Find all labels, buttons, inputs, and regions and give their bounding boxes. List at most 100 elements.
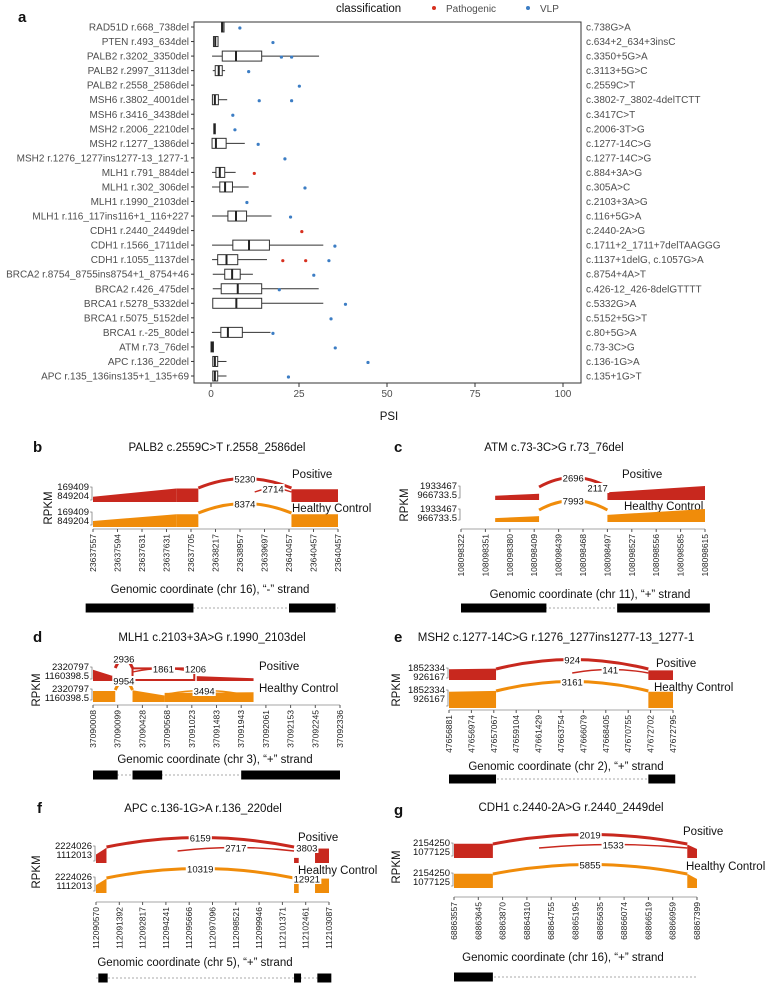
junction-count: 8374: [234, 500, 255, 511]
x-tick-label: 23640457: [284, 534, 294, 572]
row-label: CDH1 r.1566_1711del: [91, 241, 189, 252]
junction-label-bg: [563, 655, 581, 665]
row-label: BRCA1 r.-25_80del: [103, 328, 189, 339]
row-label: BRCA1 r.5075_5152del: [84, 313, 189, 324]
x-tick-label: 108098615: [700, 534, 710, 577]
y-axis-bracket: [90, 486, 93, 501]
coverage-block: [315, 848, 329, 863]
y-axis-bracket: [93, 876, 96, 892]
x-tick-label: 47672795: [668, 715, 678, 753]
row-label: MSH6 r.3416_3438del: [89, 110, 189, 121]
legend-dot-vlp: [526, 6, 530, 10]
x-tick-label: 47663754: [556, 715, 566, 753]
panel-letter-e: e: [394, 629, 402, 646]
x-tick-label: 68863870: [498, 902, 508, 940]
y-tick-label: 2154250: [413, 838, 450, 849]
coverage-block: [454, 843, 493, 858]
y-tick-label: 1933467: [420, 481, 457, 492]
track-label-positive: Positive: [292, 469, 332, 481]
panel-letter-f: f: [37, 800, 43, 817]
x-tick-label: 37090099: [113, 710, 123, 748]
coverage-block: [648, 670, 673, 680]
coverage-block: [291, 514, 338, 527]
y-axis-label: RPKM: [43, 491, 55, 524]
y-axis-label: RPKM: [399, 488, 411, 521]
junction-label-bg: [561, 496, 585, 506]
row-label: MLH1 r.302_306del: [102, 182, 189, 193]
coverage-block: [132, 690, 165, 702]
coverage-block: [687, 844, 697, 858]
x-tick-label: 47659104: [511, 715, 521, 753]
y-axis-bracket: [458, 508, 461, 521]
x-tick-label: 23640457: [309, 534, 319, 572]
y-tick-label: 169409: [57, 507, 89, 518]
junction-count: 3803: [296, 844, 317, 855]
junction-label-bg: [112, 654, 136, 664]
variant-label: c.2440-2A>G: [586, 226, 645, 237]
variant-label: c.5332G>A: [586, 299, 637, 310]
y-tick-label: 2320797: [52, 662, 89, 673]
y-axis-bracket: [446, 689, 449, 707]
sashimi-panel-e: e MSH2 c.1277-14C>G r.1276_1277ins1277-13…: [391, 629, 733, 784]
x-tick-label: 112098521: [231, 907, 241, 949]
y-tick-label: 169409: [57, 482, 89, 493]
x-tick-label: 112091392: [114, 907, 124, 949]
track-label-healthy-control: Healthy Control: [259, 683, 338, 695]
data-point-vlp: [329, 317, 333, 321]
data-point-vlp: [256, 142, 260, 146]
junction-label-bg: [586, 483, 610, 493]
row-label: MSH2 r.1276_1277ins1277-13_1277-1: [17, 153, 190, 164]
coverage-block: [687, 873, 697, 888]
x-tick-label: 68863645: [473, 902, 483, 940]
panel-title: CDH1 c.2440-2A>G r.2440_2449del: [478, 802, 663, 814]
y-tick-label: 1112013: [56, 850, 92, 861]
x-axis-label: Genomic coordinate (chr 3), “+” strand: [117, 754, 312, 766]
x-tick-label: 112092817: [138, 907, 148, 949]
x-tick-label: 108098556: [651, 534, 661, 577]
y-tick-label: 966733.5: [417, 513, 457, 524]
y-tick-label: 2224026: [55, 841, 92, 852]
data-point-vlp: [245, 200, 249, 205]
variant-label: c.3113+5G>C: [586, 66, 648, 77]
track-label-positive: Positive: [298, 832, 338, 844]
data-point-vlp: [277, 288, 281, 292]
coverage-block: [93, 690, 116, 702]
gene-exon: [454, 972, 493, 982]
data-point-vlp: [327, 259, 331, 263]
variant-label: c.2006-3T>G: [586, 124, 645, 135]
x-tick-label: 112097096: [208, 907, 218, 949]
row-label: BRCA1 r.5278_5332del: [84, 299, 189, 310]
y-axis-bracket: [90, 666, 93, 680]
variant-label: c.80+5G>A: [586, 328, 637, 339]
data-point-vlp: [303, 186, 307, 190]
x-tick-label: 23637594: [113, 534, 123, 572]
panel-letter-b: b: [33, 439, 42, 456]
track-label-healthy-control: Healthy Control: [624, 501, 703, 513]
y-axis-label: RPKM: [391, 673, 403, 706]
panel-title: MLH1 c.2103+3A>G r.1990_2103del: [118, 632, 305, 644]
x-tick-label: 37090428: [137, 710, 147, 748]
y-tick-label: 966733.5: [417, 490, 457, 501]
row-label: APC r.135_136ins135+1_135+69: [41, 372, 189, 383]
row-label: MLH1 r.1990_2103del: [91, 197, 189, 208]
junction-count: 9954: [113, 677, 134, 688]
panel-letter-a: a: [18, 9, 27, 26]
data-point-vlp: [238, 26, 242, 30]
variant-label: c.2103+3A>G: [586, 197, 648, 208]
junction-label-bg: [112, 676, 136, 686]
data-point-vlp: [290, 99, 294, 103]
y-tick-label: 1160398.5: [45, 693, 89, 704]
junction-count: 2019: [580, 831, 601, 842]
x-tick-label: 108098585: [676, 534, 686, 577]
variant-label: c.738G>A: [586, 23, 631, 34]
junction-label-bg: [578, 830, 602, 840]
junction-label-bg: [560, 677, 584, 687]
gene-exon: [98, 973, 108, 983]
x-tick-label: 47656881: [444, 715, 454, 753]
row-label: MLH1 r.791_884del: [102, 168, 189, 179]
y-tick-label: 2154250: [413, 868, 450, 879]
x-tick-label: 37091943: [236, 710, 246, 748]
x-tick-label: 112102461: [301, 907, 311, 949]
x-tick-label: 23637557: [88, 534, 98, 572]
legend-label: Pathogenic: [446, 4, 496, 15]
